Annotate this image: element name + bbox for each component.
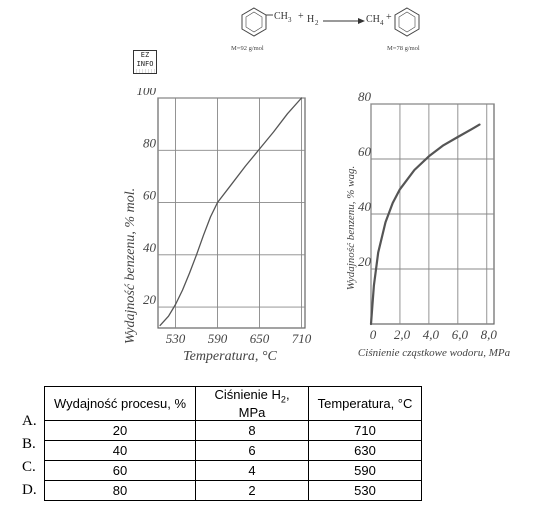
chart1-ticks: 530 590 650 710 20 40 60 80 100 — [137, 88, 312, 346]
chart1-series — [159, 97, 303, 327]
x-tick-label: 0 — [370, 327, 377, 342]
toluene-structure — [241, 7, 273, 37]
plot-frame — [157, 97, 306, 329]
chart2-grid — [370, 103, 495, 325]
chart2-ticks: 0 2,0 4,0 6,0 8,0 20 40 60 80 — [358, 89, 497, 342]
chart1-xlabel: Temperatura, °C — [183, 349, 277, 364]
y-tick-label: 40 — [358, 199, 372, 214]
chart1-ylabel: Wydajność benzenu, % mol. — [123, 188, 138, 344]
x-tick-label: 2,0 — [394, 327, 411, 342]
x-tick-label: 650 — [250, 331, 270, 346]
cell-temperature: 590 — [308, 459, 422, 481]
methane-ch: CH — [366, 14, 380, 25]
x-tick-label: 6,0 — [452, 327, 469, 342]
table-row: 60 4 590 — [44, 459, 422, 481]
cell-pressure: 8 — [195, 419, 309, 441]
x-tick-label: 8,0 — [481, 327, 498, 342]
plus-sign-1: + — [298, 11, 304, 22]
chart-pressure: 0 2,0 4,0 6,0 8,0 20 40 60 80 Wydajność benzenu,… — [345, 89, 511, 359]
x-tick-label: 710 — [292, 331, 312, 346]
reaction-arrow — [323, 18, 365, 24]
y-tick-label: 100 — [137, 88, 157, 98]
toluene-molar-mass: M=92 g/mol — [231, 45, 264, 52]
benzene-structure — [394, 7, 420, 37]
y-tick-label: 20 — [358, 254, 372, 269]
table-row: 80 2 530 — [44, 479, 422, 501]
cell-temperature: 530 — [308, 479, 422, 501]
y-tick-label: 80 — [358, 89, 372, 104]
toluene-ch: CH — [274, 11, 288, 22]
option-a-label: A. — [22, 413, 37, 429]
h2-symbol: H — [307, 14, 314, 25]
chart2-series — [369, 123, 481, 326]
table-row: 20 8 710 — [44, 419, 422, 441]
header-pressure-tail: , MPa — [238, 387, 290, 420]
chart1-grid — [157, 97, 306, 329]
y-tick-label: 40 — [143, 240, 157, 255]
cell-pressure: 6 — [195, 439, 309, 461]
cell-yield: 60 — [44, 459, 196, 481]
header-pressure: Ciśnienie H2, MPa — [195, 386, 309, 421]
cell-temperature: 710 — [308, 419, 422, 441]
plus-sign-2: + — [386, 12, 392, 23]
option-c-label: C. — [22, 459, 36, 475]
cell-temperature: 630 — [308, 439, 422, 461]
header-pressure-text: Ciśnienie H — [214, 387, 281, 402]
chart-temperature: 530 590 650 710 20 40 60 80 100 Wydajność benzen… — [123, 88, 312, 364]
table-header-row: Wydajność procesu, % Ciśnienie H2, MPa T… — [44, 386, 422, 421]
table-row: 40 6 630 — [44, 439, 422, 461]
cell-yield: 40 — [44, 439, 196, 461]
x-tick-label: 4,0 — [423, 327, 440, 342]
logo-line-2: INFO — [134, 60, 156, 69]
y-tick-label: 80 — [143, 135, 157, 150]
logo-line-1: EZ — [134, 51, 156, 60]
ezinfo-logo: EZ INFO — [133, 50, 157, 74]
chart2-ylabel: Wydajność benzenu, % wag. — [345, 166, 357, 291]
series-line — [159, 97, 303, 327]
methane-sub: 4 — [380, 19, 384, 27]
header-pressure-sub: 2 — [280, 394, 286, 405]
option-d-label: D. — [22, 482, 37, 498]
answer-table: Wydajność procesu, % Ciśnienie H2, MPa T… — [44, 386, 422, 501]
y-tick-label: 20 — [143, 292, 157, 307]
y-tick-label: 60 — [358, 144, 372, 159]
x-tick-label: 530 — [166, 331, 186, 346]
x-tick-label: 590 — [208, 331, 228, 346]
option-b-label: B. — [22, 436, 36, 452]
header-temperature: Temperatura, °C — [308, 386, 422, 421]
header-yield: Wydajność procesu, % — [44, 386, 196, 421]
y-tick-label: 60 — [143, 188, 157, 203]
cell-yield: 20 — [44, 419, 196, 441]
cell-pressure: 2 — [195, 479, 309, 501]
series-line — [369, 123, 481, 326]
cell-yield: 80 — [44, 479, 196, 501]
toluene-ch-sub: 3 — [288, 16, 292, 24]
cell-pressure: 4 — [195, 459, 309, 481]
benzene-molar-mass: M=78 g/mol — [387, 45, 420, 52]
h2-sub: 2 — [315, 19, 319, 27]
reaction-equation: CH 3 + H 2 CH 4 + M=92 g/mol M=78 g/mol — [231, 7, 420, 52]
chart2-xlabel: Ciśnienie cząstkowe wodoru, MPa — [358, 347, 511, 359]
